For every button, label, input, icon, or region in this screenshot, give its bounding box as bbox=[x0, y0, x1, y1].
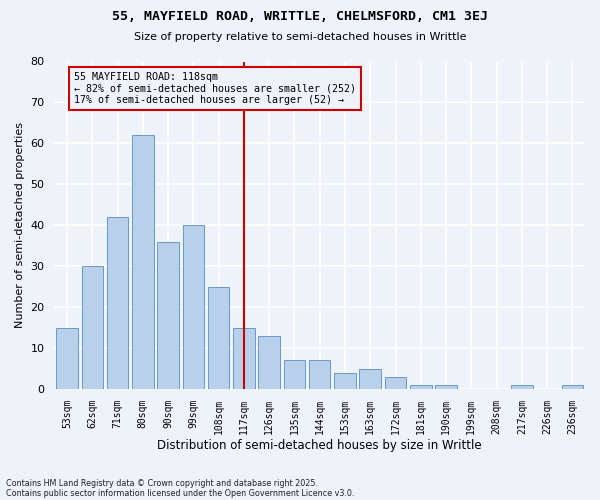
Text: Contains HM Land Registry data © Crown copyright and database right 2025.: Contains HM Land Registry data © Crown c… bbox=[6, 478, 318, 488]
Bar bbox=[511, 385, 533, 389]
Bar bbox=[107, 217, 128, 389]
Text: 55, MAYFIELD ROAD, WRITTLE, CHELMSFORD, CM1 3EJ: 55, MAYFIELD ROAD, WRITTLE, CHELMSFORD, … bbox=[112, 10, 488, 23]
Bar bbox=[233, 328, 254, 389]
Bar bbox=[208, 286, 229, 389]
Bar bbox=[182, 225, 204, 389]
Bar bbox=[284, 360, 305, 389]
Bar bbox=[359, 368, 381, 389]
Bar bbox=[309, 360, 331, 389]
Text: Contains public sector information licensed under the Open Government Licence v3: Contains public sector information licen… bbox=[6, 488, 355, 498]
X-axis label: Distribution of semi-detached houses by size in Writtle: Distribution of semi-detached houses by … bbox=[157, 440, 482, 452]
Bar bbox=[435, 385, 457, 389]
Bar bbox=[259, 336, 280, 389]
Bar bbox=[334, 372, 356, 389]
Bar bbox=[410, 385, 431, 389]
Bar bbox=[132, 135, 154, 389]
Text: Size of property relative to semi-detached houses in Writtle: Size of property relative to semi-detach… bbox=[134, 32, 466, 42]
Y-axis label: Number of semi-detached properties: Number of semi-detached properties bbox=[15, 122, 25, 328]
Bar bbox=[56, 328, 78, 389]
Bar bbox=[562, 385, 583, 389]
Bar bbox=[157, 242, 179, 389]
Text: 55 MAYFIELD ROAD: 118sqm
← 82% of semi-detached houses are smaller (252)
17% of : 55 MAYFIELD ROAD: 118sqm ← 82% of semi-d… bbox=[74, 72, 356, 105]
Bar bbox=[385, 376, 406, 389]
Bar bbox=[82, 266, 103, 389]
